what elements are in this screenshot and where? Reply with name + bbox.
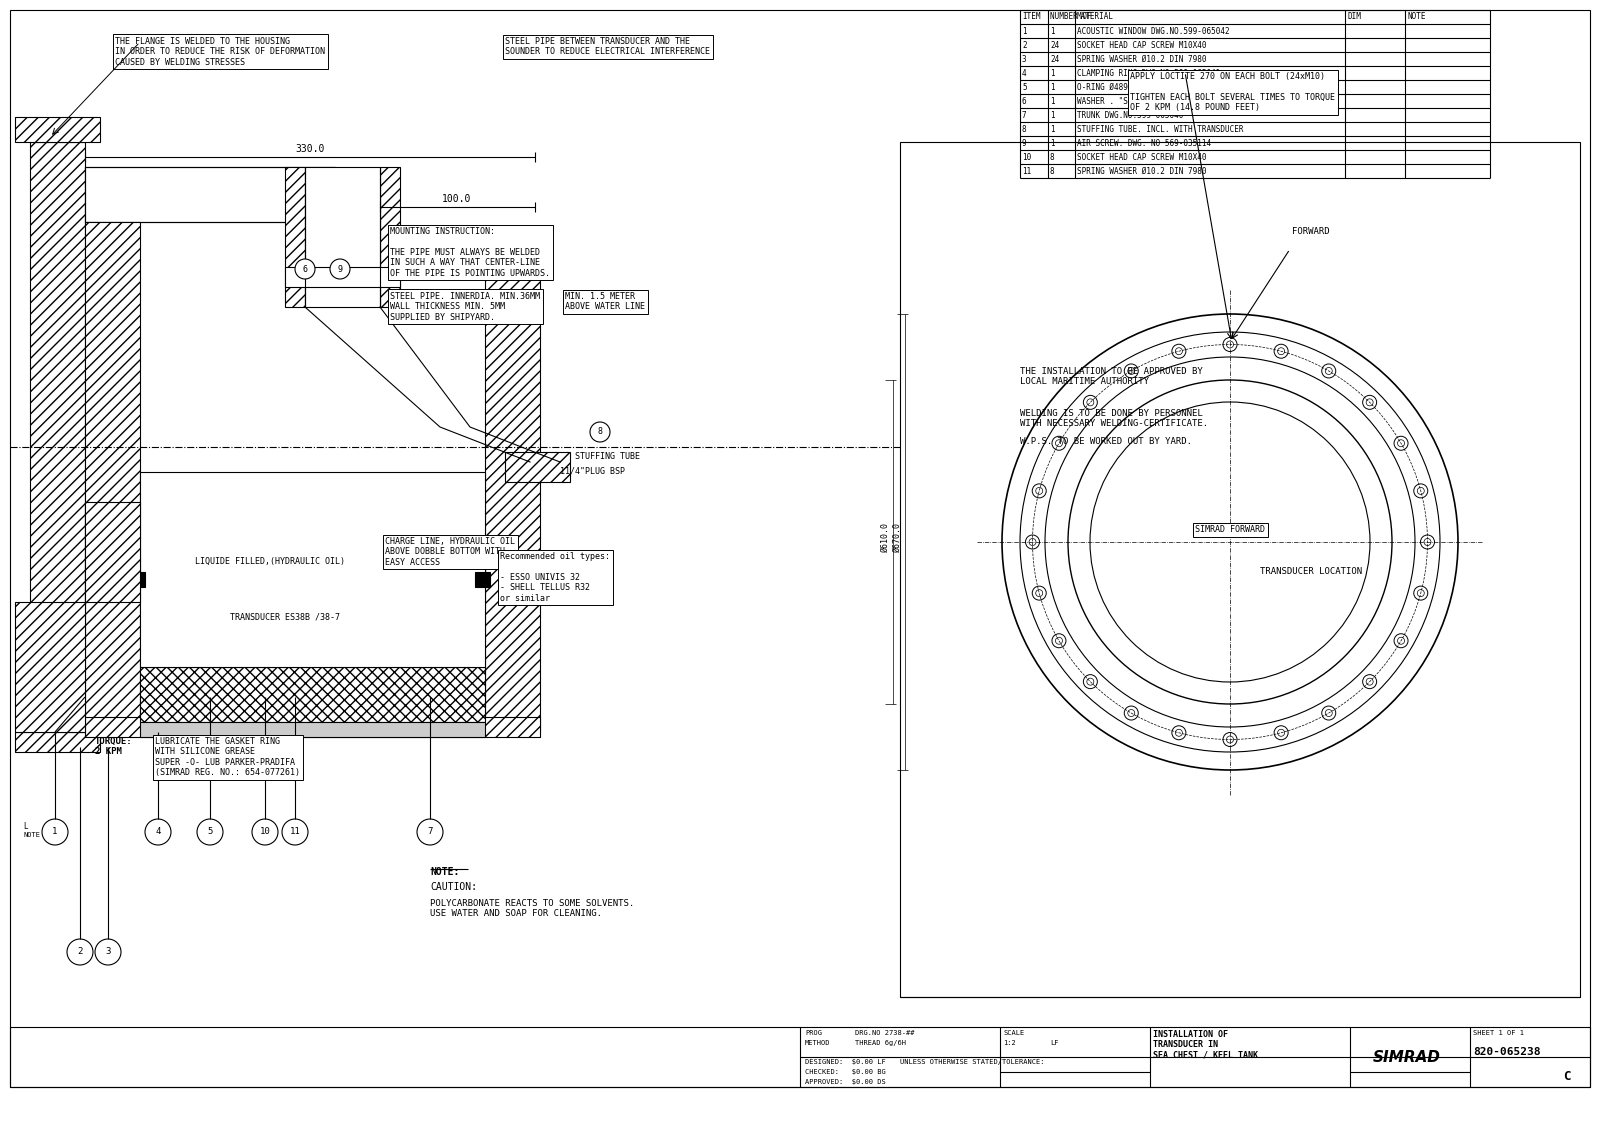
Text: TRANSDUCER ES38B /38-7: TRANSDUCER ES38B /38-7 xyxy=(230,612,339,621)
Text: SPRING WASHER Ø10.2 DIN 7980: SPRING WASHER Ø10.2 DIN 7980 xyxy=(1077,55,1206,64)
Circle shape xyxy=(590,421,610,442)
Text: NUMBER OF: NUMBER OF xyxy=(1050,12,1091,21)
Circle shape xyxy=(330,259,350,279)
Text: 7: 7 xyxy=(1022,110,1027,119)
Text: Ø610.0: Ø610.0 xyxy=(882,522,890,552)
Text: 6: 6 xyxy=(302,265,307,274)
Circle shape xyxy=(67,939,93,965)
Text: 820-065238: 820-065238 xyxy=(1474,1047,1541,1057)
Bar xyxy=(475,573,490,587)
Bar xyxy=(85,222,141,733)
Text: UNLESS OTHERWISE STATED/TOLERANCE:: UNLESS OTHERWISE STATED/TOLERANCE: xyxy=(899,1059,1045,1065)
Text: TORQUE:
2 KPM: TORQUE: 2 KPM xyxy=(94,737,133,756)
Text: MOUNTING INSTRUCTION:

THE PIPE MUST ALWAYS BE WELDED
IN SUCH A WAY THAT CENTER-: MOUNTING INSTRUCTION: THE PIPE MUST ALWA… xyxy=(390,227,550,277)
Circle shape xyxy=(94,939,122,965)
Text: SOCKET HEAD CAP SCREW M10X40: SOCKET HEAD CAP SCREW M10X40 xyxy=(1077,41,1206,50)
Text: 9: 9 xyxy=(1022,139,1027,148)
Text: 1: 1 xyxy=(1050,139,1054,148)
Text: 1: 1 xyxy=(1050,69,1054,78)
Bar xyxy=(85,717,541,737)
Bar xyxy=(381,167,400,307)
Text: O-RING Ø489.3X5.7 NO.540-076364: O-RING Ø489.3X5.7 NO.540-076364 xyxy=(1077,83,1221,92)
Text: NOTE: NOTE xyxy=(1406,12,1426,21)
Text: MIN. 1.5 METER
ABOVE WATER LINE: MIN. 1.5 METER ABOVE WATER LINE xyxy=(565,292,645,311)
Text: NOTE: NOTE xyxy=(22,832,40,838)
Bar xyxy=(485,252,541,733)
Text: 5: 5 xyxy=(1022,83,1027,92)
Text: 3: 3 xyxy=(106,948,110,957)
Bar xyxy=(141,667,485,722)
Text: 2: 2 xyxy=(1022,41,1027,50)
Text: LUBRICATE THE GASKET RING
WITH SILICONE GREASE
SUPER -O- LUB PARKER-PRADIFA
(SIM: LUBRICATE THE GASKET RING WITH SILICONE … xyxy=(155,737,301,778)
Text: THE FLANGE IS WELDED TO THE HOUSING
IN ORDER TO REDUCE THE RISK OF DEFORMATION
C: THE FLANGE IS WELDED TO THE HOUSING IN O… xyxy=(115,37,325,66)
Circle shape xyxy=(253,819,278,845)
Text: STEEL PIPE. INNERDIA. MIN.36MM
WALL THICKNESS MIN. 5MM
SUPPLIED BY SHIPYARD.: STEEL PIPE. INNERDIA. MIN.36MM WALL THIC… xyxy=(390,292,541,322)
Text: APPLY LOCTITE 270 ON EACH BOLT (24xM10)

TIGHTEN EACH BOLT SEVERAL TIMES TO TORQ: APPLY LOCTITE 270 ON EACH BOLT (24xM10) … xyxy=(1130,72,1334,113)
Text: Recommended oil types:

- ESSO UNIVIS 32
- SHELL TELLUS R32
or similar: Recommended oil types: - ESSO UNIVIS 32 … xyxy=(499,552,610,603)
Bar xyxy=(899,142,1581,997)
Bar xyxy=(14,733,99,752)
Text: C: C xyxy=(1563,1070,1571,1083)
Text: TRANSDUCER LOCATION: TRANSDUCER LOCATION xyxy=(1261,567,1362,576)
Text: TRUNK DWG.NO.599-065040: TRUNK DWG.NO.599-065040 xyxy=(1077,110,1184,119)
Text: 1: 1 xyxy=(53,827,58,836)
Text: SEA CHEST / KEEL TANK: SEA CHEST / KEEL TANK xyxy=(1154,1050,1258,1059)
Text: THREAD 6g/6H: THREAD 6g/6H xyxy=(854,1040,906,1046)
Text: 7: 7 xyxy=(427,827,432,836)
Text: FORWARD: FORWARD xyxy=(1293,227,1330,236)
Text: 10: 10 xyxy=(259,827,270,836)
Text: 10: 10 xyxy=(1022,153,1032,162)
Bar xyxy=(30,142,85,733)
Text: NOTE:: NOTE: xyxy=(430,867,459,877)
Text: 11/4"PLUG BSP: 11/4"PLUG BSP xyxy=(560,467,626,476)
Text: 9: 9 xyxy=(338,265,342,274)
Text: W.P.S. TO BE WORKED OUT BY YARD.: W.P.S. TO BE WORKED OUT BY YARD. xyxy=(1021,437,1192,446)
Text: 8: 8 xyxy=(1022,125,1027,134)
Text: 3: 3 xyxy=(1022,55,1027,64)
Text: ACOUSTIC WINDOW DWG.NO.599-065042: ACOUSTIC WINDOW DWG.NO.599-065042 xyxy=(1077,27,1230,36)
Text: APPROVED:  $0.00 DS: APPROVED: $0.00 DS xyxy=(805,1079,886,1085)
Bar xyxy=(141,472,485,667)
Text: DESIGNED:  $0.00 LF: DESIGNED: $0.00 LF xyxy=(805,1059,886,1065)
Text: 1: 1 xyxy=(1050,83,1054,92)
Text: AIR SCREW. DWG. NO 569-035114: AIR SCREW. DWG. NO 569-035114 xyxy=(1077,139,1211,148)
Text: 24: 24 xyxy=(1050,41,1059,50)
Bar xyxy=(141,722,485,737)
Text: 1: 1 xyxy=(1050,27,1054,36)
Text: TRANSDUCER IN: TRANSDUCER IN xyxy=(1154,1040,1218,1049)
Text: 24: 24 xyxy=(1050,55,1059,64)
Text: 1: 1 xyxy=(1050,97,1054,106)
Text: STUFFING TUBE. INCL. WITH TRANSDUCER: STUFFING TUBE. INCL. WITH TRANSDUCER xyxy=(1077,125,1243,134)
Text: LIQUIDE FILLED,(HYDRAULIC OIL): LIQUIDE FILLED,(HYDRAULIC OIL) xyxy=(195,557,346,566)
Text: 1: 1 xyxy=(1022,27,1027,36)
Bar xyxy=(306,167,381,307)
Bar xyxy=(285,267,400,287)
Text: 5: 5 xyxy=(208,827,213,836)
Text: SCALE: SCALE xyxy=(1003,1030,1024,1036)
Text: MATERIAL: MATERIAL xyxy=(1077,12,1114,21)
Text: 2: 2 xyxy=(77,948,83,957)
Text: WASHER . "SELOC". (F/M12).572-017725: WASHER . "SELOC". (F/M12).572-017725 xyxy=(1077,97,1243,106)
Text: 100.0: 100.0 xyxy=(442,194,472,204)
Text: CHECKED:   $0.00 BG: CHECKED: $0.00 BG xyxy=(805,1070,886,1075)
Bar xyxy=(85,167,334,222)
Circle shape xyxy=(418,819,443,845)
Bar xyxy=(85,167,334,222)
Text: ITEM: ITEM xyxy=(1022,12,1040,21)
Bar xyxy=(10,1027,1590,1088)
Bar xyxy=(130,573,146,587)
Text: Ø670.0: Ø670.0 xyxy=(893,522,902,552)
Text: 11: 11 xyxy=(1022,167,1032,176)
Bar xyxy=(506,452,570,482)
Text: STEEL PIPE BETWEEN TRANSDUCER AND THE
SOUNDER TO REDUCE ELECTRICAL INTERFERENCE: STEEL PIPE BETWEEN TRANSDUCER AND THE SO… xyxy=(506,37,710,56)
Text: 6: 6 xyxy=(1022,97,1027,106)
Text: SIMRAD: SIMRAD xyxy=(1373,1049,1442,1065)
Text: 1: 1 xyxy=(1050,110,1054,119)
Text: SHEET 1 OF 1: SHEET 1 OF 1 xyxy=(1474,1030,1523,1036)
Text: SOCKET HEAD CAP SCREW M10X40: SOCKET HEAD CAP SCREW M10X40 xyxy=(1077,153,1206,162)
Text: THE INSTALLATION TO BE APPROVED BY
LOCAL MARITIME AUTHORITY: THE INSTALLATION TO BE APPROVED BY LOCAL… xyxy=(1021,367,1203,387)
Text: 8: 8 xyxy=(1050,153,1054,162)
Text: 1: 1 xyxy=(1050,125,1054,134)
Text: METHOD: METHOD xyxy=(805,1040,830,1046)
Text: SPRING WASHER Ø10.2 DIN 7980: SPRING WASHER Ø10.2 DIN 7980 xyxy=(1077,167,1206,176)
